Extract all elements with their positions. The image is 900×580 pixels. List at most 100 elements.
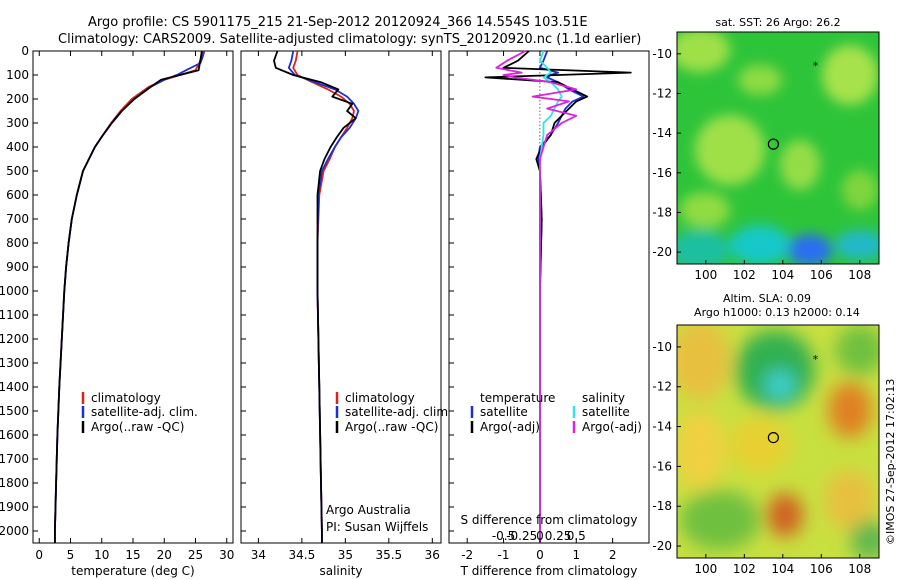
x-tick-label: 34 xyxy=(251,548,266,562)
x-tick-label: 34.5 xyxy=(289,548,316,562)
difference-legend: temperature salinity satellite Argo(-adj… xyxy=(470,391,642,434)
legend-label-satellite: satellite-adj. clim. xyxy=(91,405,198,419)
map-y-tick-label: -10 xyxy=(652,340,672,354)
x-tick-label: 30 xyxy=(219,548,234,562)
legend-title-salinity: salinity xyxy=(582,391,625,405)
difference-lines xyxy=(484,50,632,543)
sla-map-panel: Altim. SLA: 0.09 Argo h1000: 0.13 h2000:… xyxy=(652,292,880,576)
difference-top-label: S difference from climatology xyxy=(461,513,638,527)
y-tick-label: 800 xyxy=(6,236,29,250)
y-tick-label: 1100 xyxy=(0,308,29,322)
salinity-panel: 34 34.5 35 35.5 36 salinity climatology sate… xyxy=(240,50,452,578)
sla-heatmap xyxy=(677,325,879,558)
x-tick-label: 36 xyxy=(425,548,440,562)
map-x-tick-label: 102 xyxy=(733,268,756,282)
salinity-annotation-institution: Argo Australia xyxy=(326,503,411,517)
sst-map-title: sat. SST: 26 Argo: 26.2 xyxy=(715,16,840,29)
map-y-tick-label: -20 xyxy=(652,539,672,553)
legend-label-t-satellite: satellite xyxy=(480,405,528,419)
x-tick-label: 2 xyxy=(609,548,617,562)
legend-label-s-argo: Argo(-adj) xyxy=(582,420,642,434)
x-tick-label: 0 xyxy=(35,548,43,562)
map-x-tick-label: 104 xyxy=(771,268,794,282)
y-tick-label: 200 xyxy=(6,92,29,106)
x-tick-label: -2 xyxy=(461,548,473,562)
sst-heatmap xyxy=(677,32,879,264)
salinity-xlabel: salinity xyxy=(319,564,362,578)
map-y-tick-label: -14 xyxy=(652,420,672,434)
sla-map-title-line2: Argo h1000: 0.13 h2000: 0.14 xyxy=(694,306,860,319)
y-tick-label: 400 xyxy=(6,140,29,154)
y-tick-label: 1600 xyxy=(0,428,29,442)
top-tick-label: 0.25 xyxy=(545,529,572,543)
map-y-tick-label: -14 xyxy=(652,126,672,140)
imos-timestamp: ©IMOS 27-Sep-2012 17:02:13 xyxy=(884,379,897,545)
temperature-xlabel: temperature (deg C) xyxy=(71,564,194,578)
map-y-tick-label: -16 xyxy=(652,166,672,180)
sst-star-marker: * xyxy=(813,60,819,73)
figure-title-line1: Argo profile: CS 5901175_215 21-Sep-2012… xyxy=(88,15,588,30)
legend-label-argo: Argo(..raw -QC) xyxy=(345,420,438,434)
series-line-argo-raw-qc- xyxy=(54,50,203,543)
y-tick-label: 1200 xyxy=(0,332,29,346)
sla-star-marker: * xyxy=(813,353,819,366)
map-x-tick-label: 106 xyxy=(810,562,833,576)
salinity-lines xyxy=(273,50,360,543)
x-tick-label: 15 xyxy=(125,548,140,562)
legend-label-satellite: satellite-adj. clim. xyxy=(345,405,452,419)
map-x-tick-label: 100 xyxy=(694,268,717,282)
legend-title-temperature: temperature xyxy=(480,391,555,405)
salinity-legend: climatology satellite-adj. clim. Argo(..… xyxy=(335,391,452,434)
x-tick-label: 5 xyxy=(67,548,75,562)
y-tick-label: 1500 xyxy=(0,404,29,418)
map-y-tick-label: -18 xyxy=(652,205,672,219)
y-tick-label: 1000 xyxy=(0,284,29,298)
sla-map-title-line1: Altim. SLA: 0.09 xyxy=(723,292,811,305)
legend-label-s-satellite: satellite xyxy=(582,405,630,419)
x-tick-label: 10 xyxy=(94,548,109,562)
difference-axes-frame xyxy=(448,50,650,544)
y-tick-label: 1400 xyxy=(0,380,29,394)
legend-label-climatology: climatology xyxy=(345,391,415,405)
map-y-tick-label: -16 xyxy=(652,459,672,473)
x-tick-label: 35.5 xyxy=(375,548,402,562)
y-tick-label: 300 xyxy=(6,116,29,130)
x-tick-label: 1 xyxy=(572,548,580,562)
y-tick-label: 900 xyxy=(6,260,29,274)
y-tick-label: 100 xyxy=(6,68,29,82)
y-tick-label: 1300 xyxy=(0,356,29,370)
y-tick-label: 600 xyxy=(6,188,29,202)
y-tick-label: 700 xyxy=(6,212,29,226)
series-line-argo-raw-qc- xyxy=(273,50,357,543)
difference-panel: -2 -1 0 1 2-0.5-0.250 0.250.5 S difference fr… xyxy=(448,50,650,578)
y-tick-label: 1700 xyxy=(0,452,29,466)
series-line-s-argo-adj- xyxy=(495,50,578,543)
map-x-tick-label: 106 xyxy=(810,268,833,282)
top-tick-label: -0.5 xyxy=(492,529,515,543)
sst-axes-frame xyxy=(676,31,880,265)
x-tick-label: -1 xyxy=(498,548,510,562)
map-y-tick-label: -10 xyxy=(652,47,672,61)
top-tick-label: -0.25 xyxy=(506,529,537,543)
map-x-tick-label: 108 xyxy=(848,562,871,576)
map-x-tick-label: 100 xyxy=(694,562,717,576)
map-y-tick-label: -18 xyxy=(652,499,672,513)
top-tick-label: 0.5 xyxy=(567,529,586,543)
temperature-legend: climatology satellite-adj. clim. Argo(..… xyxy=(81,391,198,434)
temperature-panel: 0 5 10 15 20 25 300100200300400500600700800900… xyxy=(0,44,234,578)
map-y-tick-label: -12 xyxy=(652,380,672,394)
y-tick-label: 1900 xyxy=(0,500,29,514)
difference-xlabel: T difference from climatology xyxy=(460,564,638,578)
y-tick-label: 500 xyxy=(6,164,29,178)
sla-axes-frame xyxy=(676,324,880,559)
salinity-axes-frame xyxy=(240,50,442,544)
x-tick-label: 0 xyxy=(536,548,544,562)
y-tick-label: 0 xyxy=(21,44,29,58)
top-tick-label: 0 xyxy=(536,529,544,543)
x-tick-label: 25 xyxy=(188,548,203,562)
salinity-annotation-pi: PI: Susan Wijffels xyxy=(326,520,428,534)
map-x-tick-label: 104 xyxy=(771,562,794,576)
temperature-axes-frame xyxy=(32,50,234,544)
y-tick-label: 2000 xyxy=(0,524,29,538)
